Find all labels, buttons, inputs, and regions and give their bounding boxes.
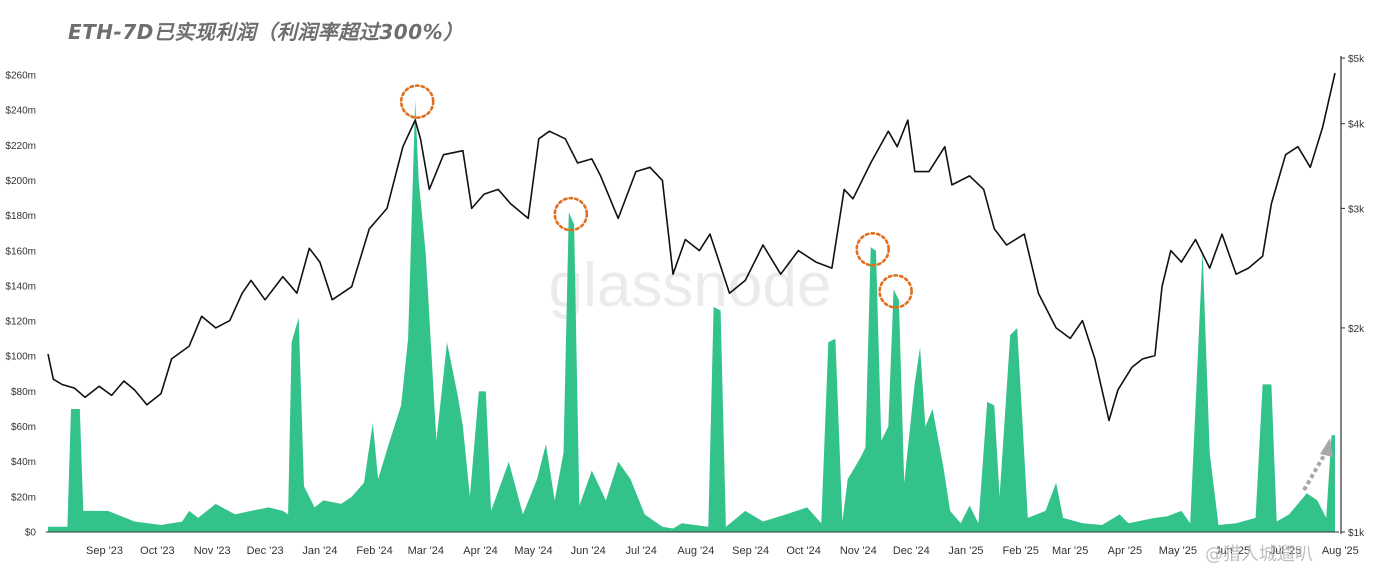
y-right-tick-label: $5k (1348, 54, 1365, 65)
x-tick-label: Jan '25 (948, 545, 983, 557)
y-left-tick-label: $100m (5, 352, 36, 363)
x-tick-label: Aug '24 (677, 545, 714, 557)
x-tick-label: Jun '24 (571, 545, 606, 557)
chart-title: ETH-7D已实现利润（利润率超过300%） (68, 20, 464, 44)
realized-profit-area (48, 99, 1335, 532)
x-tick-label: Apr '24 (463, 545, 498, 557)
x-tick-label: Jul '25 (1270, 545, 1301, 557)
y-left-tick-label: $180m (5, 211, 36, 222)
peak-highlight-circle (878, 274, 913, 309)
trend-arrow-head (1320, 438, 1333, 457)
x-tick-label: Nov '23 (194, 545, 231, 557)
x-tick-label: Sep '23 (86, 545, 123, 557)
x-tick-label: Jun '25 (1215, 545, 1250, 557)
x-tick-label: Mar '25 (1052, 545, 1088, 557)
y-left-tick-label: $60m (11, 422, 36, 433)
y-left-tick-label: $160m (5, 246, 36, 257)
y-left-tick-label: $40m (11, 457, 36, 468)
y-left-tick-label: $140m (5, 281, 36, 292)
x-tick-label: Mar '24 (408, 545, 444, 557)
trend-arrow (1302, 438, 1333, 492)
x-tick-label: Feb '25 (1003, 545, 1039, 557)
y-right-tick-label: $4k (1348, 120, 1365, 131)
x-tick-labels: Sep '23 Oct '23 Nov '23 Dec '23 Jan '24 Feb '… (86, 545, 1359, 557)
y-left-tick-label: $120m (5, 317, 36, 328)
x-tick-label: Nov '24 (840, 545, 877, 557)
price-line-layer (47, 72, 1336, 422)
x-tick-label: Jan '24 (302, 545, 337, 557)
peak-highlight-circle (399, 84, 435, 119)
x-tick-label: Aug '25 (1322, 545, 1359, 557)
y-right-tick-label: $1k (1348, 528, 1365, 539)
x-tick-label: Oct '23 (140, 545, 175, 557)
peak-highlight-circle (553, 196, 589, 232)
y-tick-labels: $0 $20m $40m $60m $80m $100m $120m $140m $160m $1… (5, 54, 1365, 539)
x-tick-label: Dec '23 (247, 545, 284, 557)
y-left-tick-label: $200m (5, 176, 36, 187)
profit-area-layer (48, 99, 1335, 532)
y-left-tick-label: $240m (5, 106, 36, 117)
glassnode-watermark: glassnode (549, 251, 832, 320)
y-right-tick-label: $2k (1348, 324, 1365, 335)
y-left-tick-label: $220m (5, 141, 36, 152)
y-right-tick-label: $3k (1348, 204, 1365, 215)
x-tick-label: Jul '24 (625, 545, 656, 557)
y-left-tick-label: $20m (11, 492, 36, 503)
x-tick-label: May '24 (514, 545, 552, 557)
eth-price-line (47, 72, 1336, 422)
x-tick-label: Sep '24 (732, 545, 769, 557)
peak-highlights (399, 84, 913, 309)
corner-watermark: @猎人城遛叭 (1205, 544, 1313, 565)
axis-layer (46, 56, 1342, 534)
x-tick-label: Apr '25 (1108, 545, 1143, 557)
y-left-tick-label: $260m (5, 71, 36, 82)
x-tick-label: Feb '24 (356, 545, 392, 557)
x-tick-label: Oct '24 (786, 545, 821, 557)
x-tick-label: Dec '24 (893, 545, 930, 557)
peak-highlight-circle (855, 232, 891, 267)
trend-arrow-shaft (1302, 450, 1328, 492)
y-left-tick-label: $0 (25, 528, 37, 539)
x-tick-label: May '25 (1159, 545, 1197, 557)
y-left-tick-label: $80m (11, 387, 36, 398)
